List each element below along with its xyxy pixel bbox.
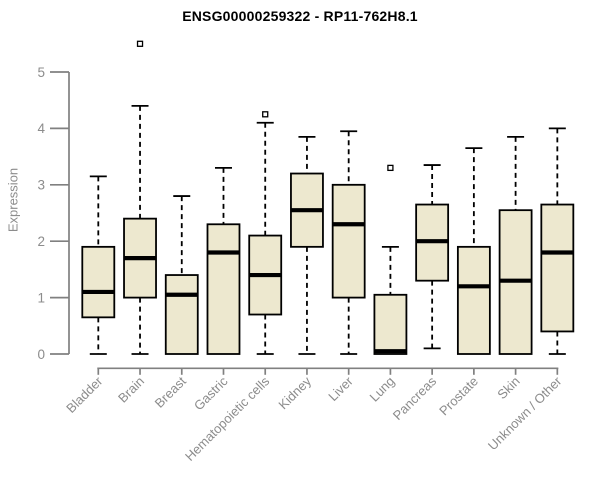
- y-tick-label: 3: [37, 178, 45, 193]
- x-tick-label-lung: Lung: [366, 374, 397, 405]
- x-tick-label-gastric: Gastric: [191, 373, 231, 413]
- box-group-lung: [373, 164, 408, 355]
- outlier-point: [136, 40, 144, 47]
- iqr-box: [81, 245, 116, 319]
- y-tick-label: 5: [37, 65, 45, 80]
- box-group-bladder: [81, 175, 116, 355]
- y-tick-label: 4: [37, 121, 45, 136]
- y-tick-label: 2: [37, 234, 45, 249]
- box-group-brain: [123, 40, 157, 355]
- box-group-pancreas: [415, 164, 450, 350]
- x-tick-label-prostate: Prostate: [436, 374, 481, 419]
- iqr-box: [540, 203, 575, 333]
- y-tick-label: 1: [37, 290, 45, 305]
- box-group-hematopoietic-cells: [248, 111, 283, 355]
- iqr-box: [373, 293, 408, 355]
- box-group-kidney: [290, 135, 324, 355]
- outlier-point: [262, 111, 269, 118]
- chart-title: ENSG00000259322 - RP11-762H8.1: [182, 8, 418, 24]
- x-tick-label-unknown-other: Unknown / Other: [485, 373, 565, 453]
- x-tick-label-kidney: Kidney: [275, 373, 314, 412]
- outlier-point: [387, 164, 394, 172]
- box-group-unknown-other: [540, 127, 575, 355]
- x-tick-label-liver: Liver: [325, 373, 356, 404]
- x-tick-label-bladder: Bladder: [63, 373, 106, 416]
- box-group-gastric: [206, 166, 241, 355]
- y-axis-label: Expression: [5, 167, 21, 233]
- x-tick-label-skin: Skin: [494, 374, 522, 402]
- box-group-prostate: [456, 147, 491, 355]
- x-tick-label-brain: Brain: [115, 374, 147, 406]
- iqr-box: [331, 183, 366, 299]
- box-group-skin: [498, 135, 533, 355]
- iqr-box: [456, 245, 491, 355]
- iqr-box: [206, 223, 241, 355]
- y-tick-label: 0: [37, 347, 45, 362]
- x-tick-label-breast: Breast: [152, 373, 189, 410]
- box-group-liver: [331, 130, 366, 355]
- x-tick-label-pancreas: Pancreas: [390, 373, 440, 423]
- iqr-box: [164, 274, 199, 355]
- box-group-breast: [164, 195, 199, 355]
